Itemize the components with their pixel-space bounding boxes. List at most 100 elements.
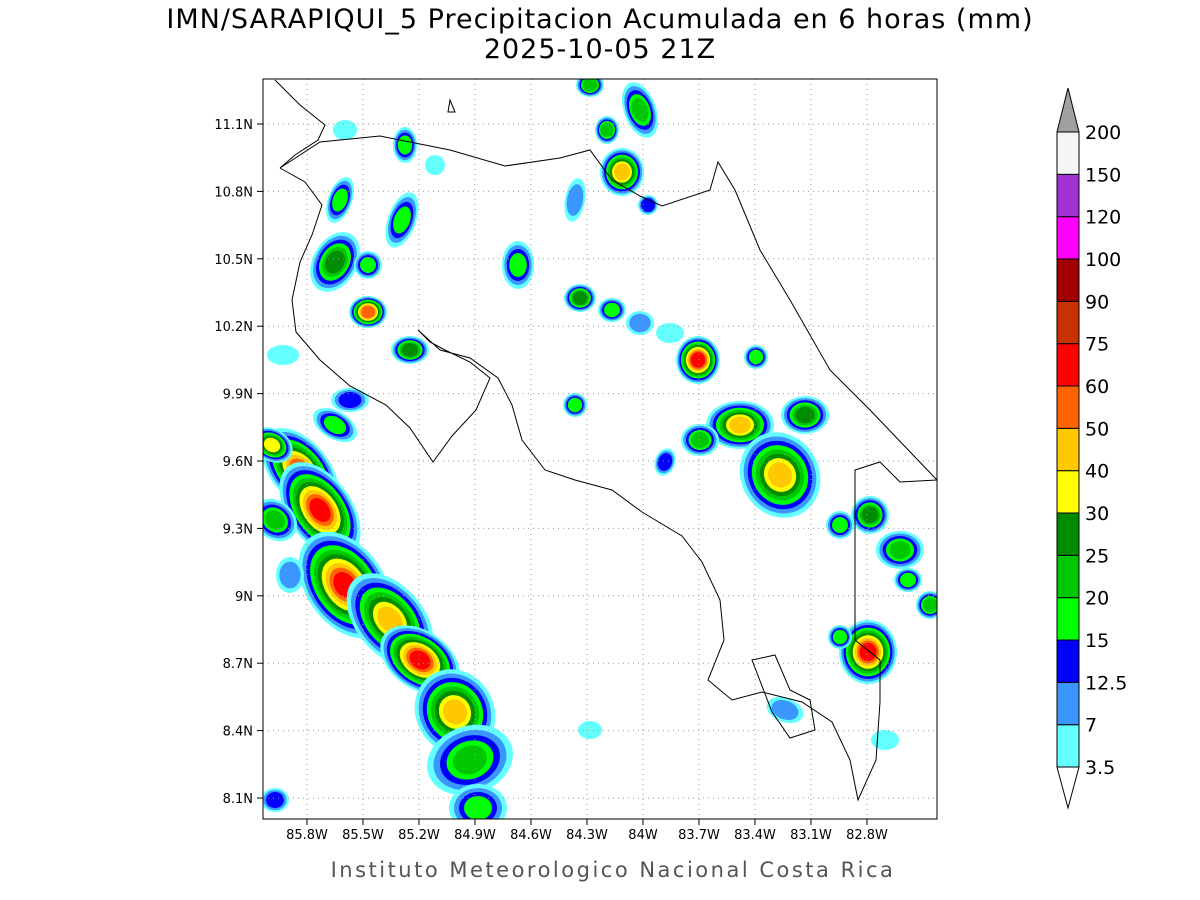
subtitle: 2025-10-05 21Z xyxy=(484,34,716,65)
grid xyxy=(263,79,937,819)
colorbar-label: 15 xyxy=(1085,630,1109,652)
colorbar-box xyxy=(1056,724,1080,768)
lon-label: 84.6W xyxy=(510,828,552,843)
lat-label: 9.9N xyxy=(223,388,253,403)
lon-label: 84W xyxy=(628,828,658,843)
lon-label: 85.2W xyxy=(398,828,440,843)
map-frame xyxy=(262,78,938,820)
colorbar-box xyxy=(1056,427,1080,472)
colorbar-over xyxy=(1056,87,1080,133)
rain-contour xyxy=(771,700,799,720)
colorbar-box xyxy=(1056,343,1080,387)
colorbar-label: 90 xyxy=(1085,291,1109,313)
rain-contour xyxy=(832,517,848,533)
precipitation-field xyxy=(263,79,937,819)
colorbar-box xyxy=(1056,681,1080,726)
rain-contour xyxy=(691,432,709,448)
rain-contour xyxy=(267,345,299,365)
colorbar-label: 60 xyxy=(1085,376,1109,398)
osa-peninsula xyxy=(751,654,816,739)
rain-contour xyxy=(425,155,445,175)
lat-label: 10.8N xyxy=(214,185,253,200)
axes: 11.1N 10.8N 10.5N 10.2N 9.9N 9.6N 9.3N 9N 8.7N 8.… xyxy=(214,118,888,843)
rain-contour xyxy=(631,98,649,122)
lon-label: 83.1W xyxy=(790,828,832,843)
colorbar-label: 12.5 xyxy=(1085,672,1127,694)
rain-contour xyxy=(614,163,630,181)
colorbar-box xyxy=(1056,300,1080,345)
rain-contour xyxy=(582,79,598,92)
rain-contour xyxy=(279,561,301,589)
lon-label: 84.9W xyxy=(454,828,496,843)
colorbar-box xyxy=(1056,173,1080,218)
rain-contour xyxy=(889,541,911,559)
rain-contour xyxy=(397,135,413,155)
lat-label: 9.3N xyxy=(223,522,253,537)
rain-contour xyxy=(360,257,376,273)
rain-contour xyxy=(332,188,348,212)
colorbar: 3.5 7 12.5 15 20 25 30 40 50 60 75 90 100 120 150 200 xyxy=(1056,87,1127,810)
rain-contour xyxy=(578,721,602,739)
rain-contour xyxy=(266,792,284,808)
colorbar-under xyxy=(1056,766,1080,810)
rain-contour xyxy=(567,397,583,413)
colorbar-box xyxy=(1056,131,1080,175)
lat-label: 8.4N xyxy=(223,725,253,740)
rain-contour xyxy=(464,796,492,819)
colorbar-box xyxy=(1056,216,1080,260)
rain-contour xyxy=(264,510,286,530)
colorbar-label: 25 xyxy=(1085,545,1109,567)
pacific-coast xyxy=(279,167,937,802)
lon-label: 85.8W xyxy=(286,828,328,843)
lat-label: 11.1N xyxy=(214,118,253,133)
colorbar-label: 40 xyxy=(1085,461,1109,483)
rain-contour xyxy=(338,392,362,408)
rain-contour xyxy=(832,629,848,645)
rain-contour xyxy=(325,250,345,274)
rain-contour xyxy=(323,415,347,435)
lon-label: 83.4W xyxy=(734,828,776,843)
rain-contour xyxy=(767,462,793,488)
rain-contour xyxy=(442,699,468,725)
rain-contour xyxy=(922,597,937,613)
rain-contour xyxy=(604,302,620,318)
colorbar-box xyxy=(1056,470,1080,514)
colorbar-label: 150 xyxy=(1085,164,1121,186)
rain-contour xyxy=(453,745,487,775)
colorbar-label: 200 xyxy=(1085,122,1121,144)
lat-label: 10.5N xyxy=(214,253,253,268)
rain-contour xyxy=(309,498,331,522)
rain-contour xyxy=(361,305,375,319)
rain-contour xyxy=(900,572,916,588)
rain-contour xyxy=(401,343,419,357)
colorbar-label: 7 xyxy=(1085,715,1097,737)
rain-contour xyxy=(656,323,684,343)
rain-contour xyxy=(795,406,815,424)
lat-label: 10.2N xyxy=(214,320,253,335)
colorbar-label: 3.5 xyxy=(1085,757,1115,779)
colorbar-label: 50 xyxy=(1085,418,1109,440)
rain-contour xyxy=(509,253,527,277)
colorbar-box xyxy=(1056,639,1080,683)
lon-label: 82.8W xyxy=(846,828,888,843)
colorbar-box xyxy=(1056,512,1080,556)
rain-contour xyxy=(690,352,706,368)
lat-label: 8.1N xyxy=(223,792,253,807)
lon-label: 85.5W xyxy=(342,828,384,843)
colorbar-label: 100 xyxy=(1085,249,1121,271)
lon-label: 84.3W xyxy=(566,828,608,843)
colorbar-label: 75 xyxy=(1085,334,1109,356)
colorbar-label: 20 xyxy=(1085,588,1109,610)
rain-contour xyxy=(333,120,357,140)
rain-contour xyxy=(748,349,764,365)
lat-label: 8.7N xyxy=(223,657,253,672)
rain-contour xyxy=(861,506,879,524)
colorbar-box xyxy=(1056,554,1080,599)
nicaragua-border xyxy=(274,79,937,481)
lat-label: 9.6N xyxy=(223,455,253,470)
rain-contour xyxy=(409,650,431,670)
rain-contour xyxy=(600,122,614,138)
rain-contour xyxy=(871,730,899,750)
rain-contour xyxy=(263,437,281,453)
